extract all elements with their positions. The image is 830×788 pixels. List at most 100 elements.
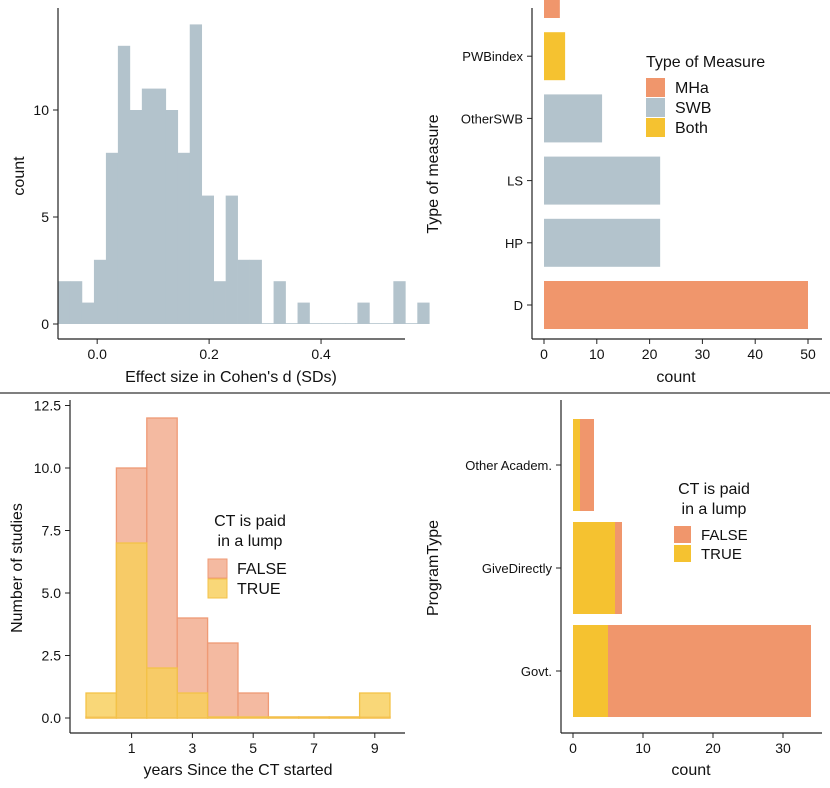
measure-x-tick-label: 10 bbox=[589, 346, 605, 362]
program-type-y-ticks: Govt. GiveDirectly Other Academ. bbox=[465, 458, 561, 679]
effect-size-y-tick-label: 10 bbox=[33, 102, 49, 118]
program-legend-swatch-true bbox=[674, 545, 691, 562]
effect-size-histogram-panel: 0.0 0.2 0.4 0 5 10 Effect size in Cohen's d … bbox=[11, 8, 430, 386]
years-legend-swatch-false bbox=[207, 558, 228, 579]
measure-legend-label: SWB bbox=[675, 100, 711, 117]
measure-legend-label: Both bbox=[675, 120, 708, 137]
program-bar-true bbox=[573, 419, 580, 511]
effect-size-bar bbox=[165, 110, 179, 324]
years-bars bbox=[85, 417, 391, 719]
effect-size-bar bbox=[58, 281, 71, 324]
measure-y-tick-label: LS bbox=[507, 174, 523, 189]
program-type-bar-panel: 0 10 20 30 Govt. GiveDirectly Other Academ. c… bbox=[425, 400, 822, 779]
measure-x-tick-label: 0 bbox=[540, 346, 548, 362]
years-y-tick-label: 2.5 bbox=[42, 648, 62, 664]
program-type-x-ticks: 0 10 20 30 bbox=[569, 733, 791, 756]
measure-bar-pwbindex bbox=[544, 32, 566, 81]
program-legend-swatch-false bbox=[674, 526, 691, 543]
measure-x-tick-label: 40 bbox=[747, 346, 763, 362]
program-type-y-title: ProgramType bbox=[425, 520, 442, 616]
measure-y-tick-label: D bbox=[514, 298, 523, 313]
program-x-tick-label: 30 bbox=[775, 740, 791, 756]
effect-size-x-tick-label: 0.0 bbox=[87, 346, 107, 362]
effect-size-bar bbox=[333, 323, 346, 324]
years-x-tick-label: 9 bbox=[371, 740, 379, 756]
program-y-tick-label: Other Academ. bbox=[465, 458, 552, 473]
measure-bar-ls bbox=[544, 156, 661, 205]
measure-y-tick-label: OtherMH bbox=[470, 0, 523, 2]
program-y-tick-label: GiveDirectly bbox=[482, 561, 553, 576]
effect-size-bar bbox=[225, 195, 238, 324]
effect-size-bar bbox=[153, 88, 167, 324]
effect-size-bar bbox=[141, 88, 155, 324]
effect-size-bar bbox=[69, 281, 83, 324]
measure-type-legend-title: Type of Measure bbox=[646, 54, 765, 71]
years-legend-title-line2: in a lump bbox=[218, 533, 283, 550]
years-bar-true bbox=[328, 716, 361, 719]
effect-size-bar bbox=[189, 24, 203, 325]
measure-legend-label: MHa bbox=[675, 80, 709, 97]
program-x-tick-label: 10 bbox=[635, 740, 651, 756]
years-x-tick-label: 3 bbox=[189, 740, 197, 756]
effect-size-y-title: count bbox=[11, 156, 28, 196]
effect-size-bar bbox=[345, 323, 358, 324]
measure-x-tick-label: 30 bbox=[695, 346, 711, 362]
effect-size-bar bbox=[117, 45, 131, 325]
program-legend-label: FALSE bbox=[701, 527, 748, 544]
years-legend-label: FALSE bbox=[237, 561, 287, 578]
measure-bar-hp bbox=[544, 218, 661, 267]
effect-size-y-ticks: 0 5 10 bbox=[33, 102, 58, 332]
effect-size-bar bbox=[309, 323, 322, 324]
measure-legend-swatch-both bbox=[646, 118, 665, 137]
years-x-ticks: 1 3 5 7 9 bbox=[128, 733, 379, 756]
years-y-tick-label: 0.0 bbox=[42, 710, 62, 726]
years-x-title: years Since the CT started bbox=[143, 762, 332, 779]
years-y-tick-label: 12.5 bbox=[34, 398, 61, 414]
years-bar-true bbox=[267, 716, 300, 719]
effect-size-bar bbox=[321, 323, 334, 324]
years-y-tick-label: 5.0 bbox=[42, 585, 62, 601]
program-x-tick-label: 20 bbox=[705, 740, 721, 756]
years-bar-true bbox=[85, 692, 118, 719]
effect-size-x-tick-label: 0.2 bbox=[199, 346, 219, 362]
effect-size-bar bbox=[381, 323, 394, 324]
years-y-tick-label: 7.5 bbox=[42, 523, 62, 539]
measure-x-tick-label: 50 bbox=[800, 346, 816, 362]
measure-type-bars bbox=[544, 0, 808, 329]
measure-legend-swatch-swb bbox=[646, 98, 665, 117]
effect-size-bar bbox=[93, 259, 107, 324]
effect-size-bar bbox=[297, 302, 310, 324]
years-bar-true bbox=[237, 716, 270, 719]
years-bar-true bbox=[298, 716, 330, 719]
effect-size-bars bbox=[58, 24, 430, 325]
measure-type-y-title: Type of measure bbox=[425, 114, 442, 233]
effect-size-bar bbox=[105, 152, 119, 324]
program-type-legend-title-line2: in a lump bbox=[682, 501, 747, 518]
effect-size-bar bbox=[273, 281, 286, 324]
effect-size-bar bbox=[405, 323, 418, 324]
effect-size-bar bbox=[81, 302, 95, 324]
measure-type-bar-panel: 0 10 20 30 40 50 D HP LS OtherSWB PWBindex OtherMH… bbox=[425, 0, 822, 386]
measure-y-tick-label: PWBindex bbox=[462, 49, 523, 64]
effect-size-bar bbox=[129, 110, 143, 324]
program-bar-true bbox=[573, 522, 615, 614]
years-bar-true bbox=[115, 542, 148, 719]
effect-size-bar bbox=[357, 302, 370, 324]
measure-legend-swatch-mha bbox=[646, 78, 665, 97]
effect-size-bar bbox=[369, 323, 382, 324]
effect-size-bar bbox=[261, 323, 274, 324]
program-type-bars bbox=[573, 419, 811, 717]
effect-size-bar bbox=[393, 281, 406, 324]
years-bar-false bbox=[237, 692, 270, 719]
years-x-tick-label: 1 bbox=[128, 740, 136, 756]
effect-size-bar bbox=[201, 195, 215, 324]
effect-size-x-tick-label: 0.4 bbox=[311, 346, 331, 362]
years-x-tick-label: 7 bbox=[310, 740, 318, 756]
years-y-tick-label: 10.0 bbox=[34, 460, 61, 476]
years-y-title: Number of studies bbox=[9, 503, 26, 633]
years-bar-true bbox=[358, 692, 391, 719]
measure-y-tick-label: OtherSWB bbox=[461, 111, 523, 126]
measure-type-x-ticks: 0 10 20 30 40 50 bbox=[540, 339, 816, 362]
program-x-tick-label: 0 bbox=[569, 740, 577, 756]
